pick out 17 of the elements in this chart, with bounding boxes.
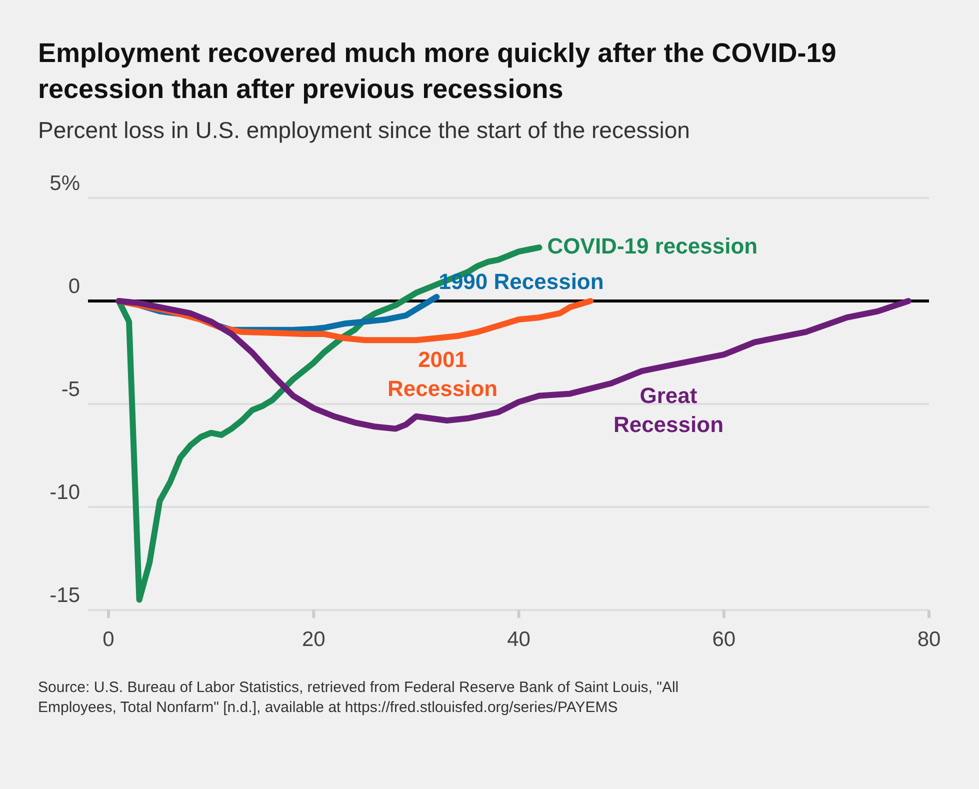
x-tick-label: 80 (917, 628, 941, 651)
x-tick-label: 60 (712, 628, 736, 651)
y-tick-label: 0 (68, 275, 80, 298)
y-tick-label: -15 (50, 584, 80, 607)
x-tick-label: 20 (302, 628, 326, 651)
x-tick-label: 0 (102, 628, 114, 651)
series-label: COVID-19 recession (547, 233, 758, 258)
series-label: Great Recession (613, 382, 724, 437)
y-tick-label: 5% (50, 172, 80, 195)
chart-title: Employment recovered much more quickly after the COVID-19 recession than after previous recessions (38, 38, 836, 104)
y-tick-label: -10 (50, 481, 80, 504)
y-tick-label: -5 (61, 378, 80, 401)
series-label: 2001 Recession (388, 346, 498, 401)
series-label: 1990 Recession (438, 268, 604, 294)
source-note: Source: U.S. Bureau of Labor Statistics, retrieved from Federal Reserve Bank of Saint Louis, "All Employees, Total Nonfarm" [n.d.], available at https://fred.stlouisfed.org/series/PAYEMS (38, 679, 679, 716)
x-tick-label: 40 (507, 628, 530, 651)
chart-subtitle: Percent loss in U.S. employment since the start of the recession (38, 117, 690, 143)
